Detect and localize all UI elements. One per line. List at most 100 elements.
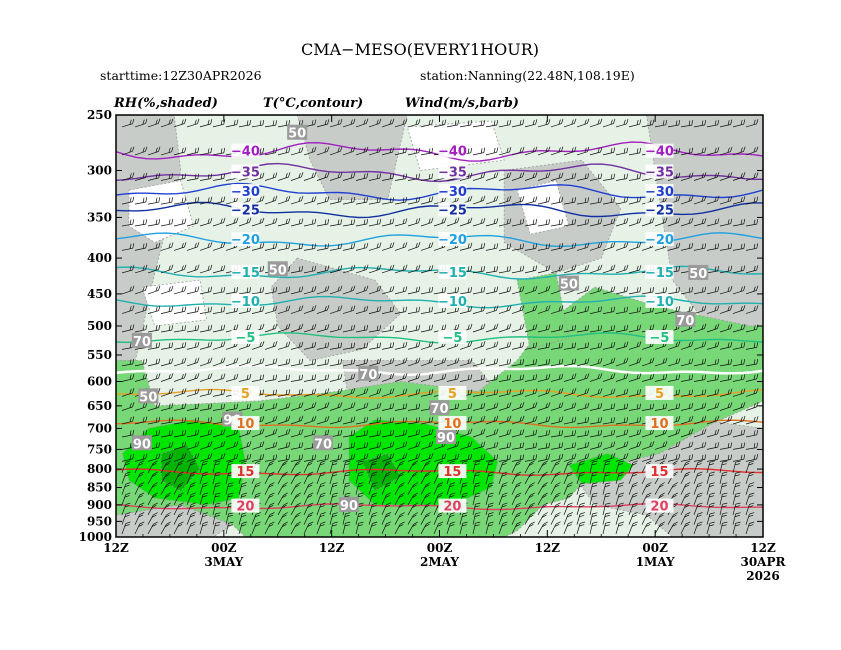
wind-barb-288 <box>680 242 694 251</box>
wind-barb-788 <box>173 429 187 438</box>
wind-barb-501 <box>264 341 278 350</box>
wind-barb-314 <box>381 264 395 274</box>
wind-barb-1075 <box>719 482 728 495</box>
temperature-label-bg-10-2 <box>645 416 674 431</box>
wind-barb-51 <box>147 146 161 156</box>
wind-barb-585 <box>719 359 733 367</box>
temperature-label-bg-6-1 <box>438 293 467 308</box>
wind-barb-329 <box>576 264 590 274</box>
wind-barb-333 <box>628 265 642 274</box>
wind-barb-272 <box>472 242 486 251</box>
wind-barb-756 <box>394 417 408 425</box>
wind-barb-506 <box>329 342 343 350</box>
wind-barb-816 <box>537 429 551 438</box>
temperature-label-6-0: −10 <box>231 295 260 310</box>
y-tick-label-11: 800 <box>87 462 112 476</box>
wind-barb-1078 <box>121 492 131 506</box>
wind-barb-747 <box>277 415 291 425</box>
legend-rh: RH(%,shaded) <box>113 96 218 111</box>
wind-barb-96 <box>732 146 746 156</box>
rh-label-12: 90 <box>437 431 455 446</box>
wind-barb-878 <box>706 442 720 450</box>
wind-barb-1081 <box>160 492 171 506</box>
wind-barb-803 <box>368 430 382 438</box>
wind-barb-581 <box>667 358 681 367</box>
wind-barb-1203 <box>472 512 481 525</box>
wind-barb-1001 <box>394 471 405 485</box>
wind-barb-579 <box>641 357 655 367</box>
wind-barb-368 <box>446 287 459 295</box>
wind-barb-660 <box>420 389 434 397</box>
wind-barb-1162 <box>576 502 585 515</box>
wind-barb-1129 <box>147 502 158 516</box>
wind-barb-750 <box>316 415 330 425</box>
wind-barb-1181 <box>186 512 196 525</box>
wind-barb-713 <box>472 402 486 411</box>
wind-barb-160 <box>290 195 304 205</box>
wind-barb-439 <box>732 305 746 314</box>
wind-barb-1090 <box>277 492 288 506</box>
wind-barb-426 <box>563 305 577 314</box>
wind-barb-1246 <box>394 521 405 535</box>
wind-barb-943 <box>277 460 288 474</box>
wind-barb-379 <box>589 285 603 295</box>
wind-barb-542 <box>160 358 174 367</box>
wind-barb-154 <box>212 196 226 205</box>
wind-barb-522 <box>537 342 551 350</box>
wind-barb-999 <box>368 471 378 485</box>
wind-barb-1010 <box>511 471 522 485</box>
wind-barb-367 <box>433 287 447 295</box>
wind-barb-676 <box>628 389 642 397</box>
wind-barb-430 <box>615 306 629 314</box>
y-tick-label-13: 900 <box>87 498 112 512</box>
wind-barb-604 <box>329 373 343 382</box>
wind-barb-684 <box>732 388 746 397</box>
wind-barb-495 <box>186 341 200 350</box>
wind-barb-694 <box>225 403 239 411</box>
wind-barb-108 <box>251 172 265 181</box>
wind-barb-464 <box>420 324 434 333</box>
wind-barb-771 <box>589 417 603 425</box>
wind-barb-258 <box>290 243 304 251</box>
wind-barb-349 <box>199 286 213 295</box>
wind-barb-620 <box>537 373 551 382</box>
y-tick-label-15: 1000 <box>79 530 112 544</box>
rh-label-1: 50 <box>269 263 287 278</box>
wind-barb-1193 <box>342 512 351 525</box>
wind-barb-1238 <box>290 521 301 535</box>
y-tick-label-2: 350 <box>87 210 112 224</box>
wind-barb-1221 <box>706 512 715 525</box>
wind-barb-434 <box>667 306 681 314</box>
temperature-label-2-2: −30 <box>645 185 674 200</box>
wind-barb-731 <box>706 402 720 411</box>
wind-barb-1051 <box>407 482 418 495</box>
wind-barb-1071 <box>667 482 678 495</box>
wind-barb-6 <box>199 119 213 128</box>
wind-barb-168 <box>394 197 408 205</box>
wind-barb-1128 <box>134 502 145 516</box>
wind-barb-321 <box>472 266 486 274</box>
wind-barb-114 <box>329 172 343 181</box>
wind-barb-8 <box>225 119 239 128</box>
rh-label-8: 70 <box>430 402 448 417</box>
wind-barb-811 <box>472 428 486 438</box>
wind-barb-408 <box>329 305 343 314</box>
wind-barb-1226 <box>134 521 145 535</box>
wind-barb-1045 <box>329 482 338 495</box>
wind-barb-819 <box>576 430 590 438</box>
wind-barb-1223 <box>732 512 741 525</box>
wind-barb-1049 <box>381 482 392 495</box>
wind-barb-1199 <box>420 512 431 525</box>
wind-barb-774 <box>628 416 642 425</box>
wind-barb-132 <box>563 172 577 181</box>
wind-barb-449 <box>225 324 239 333</box>
wind-barb-410 <box>355 305 369 314</box>
wind-barb-37 <box>602 118 616 128</box>
rh-label-0: 50 <box>288 127 306 142</box>
wind-barb-752 <box>342 416 356 425</box>
wind-barb-1164 <box>602 502 611 515</box>
wind-barb-403 <box>264 305 278 314</box>
wind-barb-184 <box>602 197 616 205</box>
wind-barb-914 <box>537 454 551 462</box>
wind-barb-1200 <box>433 512 444 525</box>
